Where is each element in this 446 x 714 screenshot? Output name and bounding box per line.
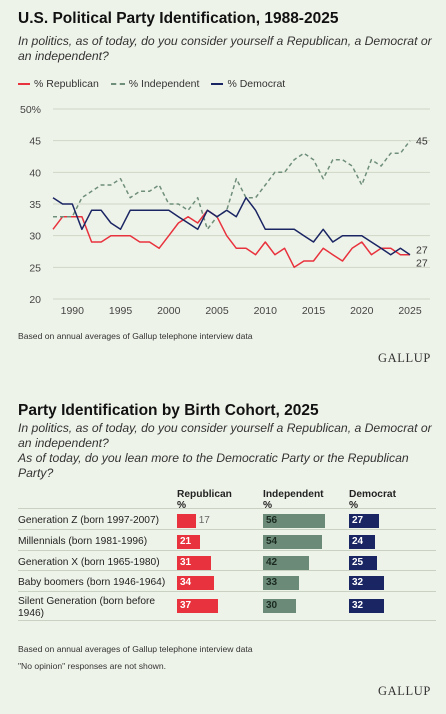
bar-independent [263,555,310,570]
legend-independent-label: % Independent [128,78,200,90]
bar-democrat [349,599,385,614]
legend-democrat-swatch [211,83,224,85]
row-label: Generation Z (born 1997-2007) [18,515,159,527]
y-tick-label: 30 [29,231,41,243]
bar-chart-subtitle-1: In politics, as of today, do you conside… [18,421,432,450]
row-label-line: Baby boomers (born 1946-1964) [18,577,166,589]
bar-independent [263,576,300,591]
bar-republican [177,576,215,591]
bar-value-independent: 30 [266,600,278,612]
row-label: Silent Generation (born before 1946) [18,596,155,620]
row-separator [18,549,436,551]
header-republican-line2: % [177,500,187,511]
row-label-line: Generation X (born 1965-1980) [18,556,160,568]
line-chart-subtitle: In politics, as of today, do you conside… [18,34,432,63]
bar-value-democrat: 24 [352,535,364,547]
series-line-democrat [52,196,411,256]
bar-value-republican: 37 [180,600,192,612]
header-republican: Republican % [177,489,232,511]
bar-independent [263,599,296,614]
line-chart-title: U.S. Political Party Identification, 198… [18,10,339,27]
bar-republican [177,555,212,570]
end-label-independent: 45 [416,136,428,148]
x-tick-label: 2025 [398,305,422,316]
bar-independent [263,514,325,528]
series-line-independent [53,140,411,231]
bar-chart-subtitle-2: As of today, do you lean more to the Dem… [18,451,409,480]
x-tick-label: 1990 [61,305,85,316]
end-label-republican: 27 [416,258,428,270]
header-democrat-line1: Democrat [349,489,396,500]
bar-value-republican: 21 [180,535,192,547]
y-tick-label: 20 [29,294,41,306]
row-separator [18,620,436,621]
line-chart-note: Based on annual averages of Gallup telep… [18,331,253,341]
bar-value-republican: 17 [198,515,210,526]
header-independent-line1: Independent [263,489,324,500]
legend-democrat-label: % Democrat [227,78,286,90]
bar-republican [177,534,201,549]
bar-chart-note-2: "No opinion" responses are not shown. [18,661,166,671]
row-separator [18,591,436,593]
gallup-logo-2: GALLUP [378,684,431,698]
bar-value-democrat: 25 [352,556,364,568]
bar-chart: Generation Z (born 1997-2007) 17 56 27 Mille… [0,508,446,633]
y-tick-label: 40 [29,167,41,179]
legend-republican-swatch [18,83,30,85]
bar-chart-title: Party Identification by Birth Cohort, 20… [18,402,319,419]
bar-value-republican: 31 [180,556,192,568]
header-democrat: Democrat % [349,489,396,511]
y-tick-label: 25 [29,262,41,274]
row-separator [18,528,436,530]
bar-democrat [349,576,385,591]
bar-democrat [349,514,379,528]
bar-republican [177,599,218,614]
row-label: Millennials (born 1981-1996) [18,536,147,548]
y-tick-label: 45 [29,136,41,148]
row-label-line: Silent Generation (born before [18,596,156,608]
header-independent-line2: % [263,500,273,511]
x-tick-label: 2020 [350,305,374,316]
x-tick-label: 2010 [254,305,278,316]
row-separator [18,508,436,509]
end-label-democrat: 27 [416,245,428,257]
bar-republican [177,514,196,528]
legend-independent-swatch [110,83,125,85]
row-label-line: Generation Z (born 1997-2007) [18,515,160,526]
x-tick-label: 2005 [205,305,229,316]
bar-value-republican: 34 [180,577,192,589]
row-label-line: Millennials (born 1981-1996) [18,535,148,547]
y-tick-label: 50% [20,104,41,116]
row-label: Generation X (born 1965-1980) [18,557,160,569]
bar-value-independent: 42 [266,556,278,568]
x-tick-label: 2015 [302,305,326,316]
row-separator [18,570,436,572]
bar-democrat [349,555,377,570]
bar-value-independent: 56 [266,515,278,526]
y-tick-label: 35 [29,199,41,211]
header-republican-line1: Republican [177,489,232,500]
x-tick-label: 2000 [157,305,181,316]
bar-value-democrat: 32 [352,577,364,589]
bar-democrat [349,534,376,549]
header-democrat-line2: % [349,500,359,511]
bar-chart-note-1: Based on annual averages of Gallup telep… [18,644,253,654]
bar-value-democrat: 32 [352,600,364,612]
header-independent: Independent % [263,489,324,511]
legend-republican-label: % Republican [34,78,99,90]
series-line-republican [52,209,410,269]
gallup-logo-1: GALLUP [378,351,431,365]
bar-value-democrat: 27 [352,515,364,526]
bar-value-independent: 33 [266,577,278,589]
row-label: Baby boomers (born 1946-1964) [18,577,165,589]
x-tick-label: 1995 [109,305,133,316]
line-chart-legend: % Republican % Independent % Democrat [18,78,285,90]
row-label-line: 1946) [18,608,45,620]
bar-independent [263,534,323,549]
bar-value-independent: 54 [266,535,278,547]
